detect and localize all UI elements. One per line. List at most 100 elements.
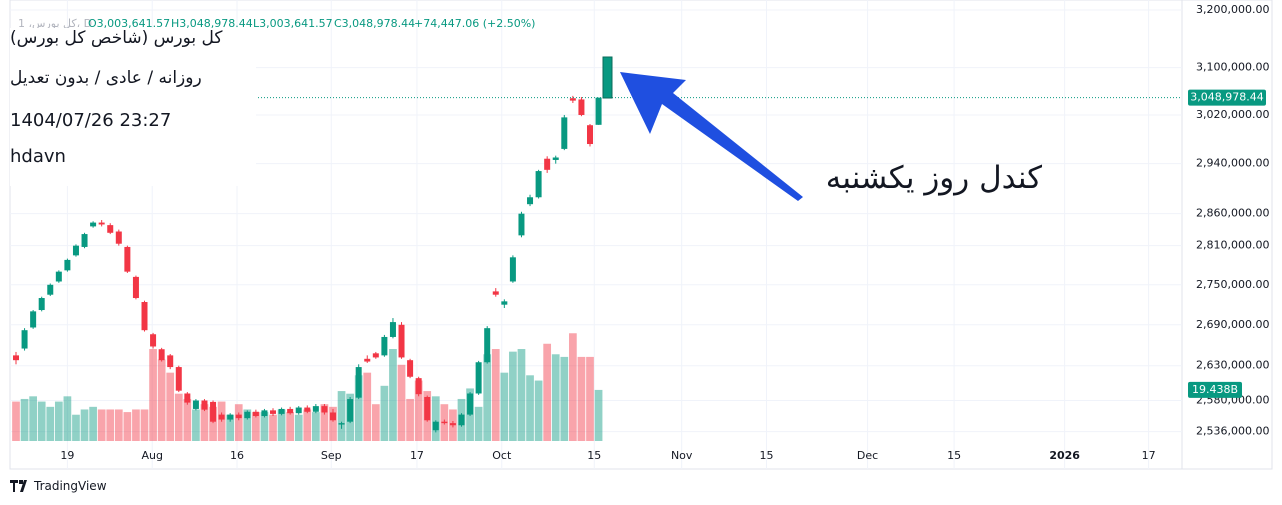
x-tick-label: 2026 xyxy=(1049,449,1080,462)
candle-body xyxy=(441,421,448,424)
candle-body xyxy=(210,401,217,422)
y-tick-label: 2,690,000.00 xyxy=(1196,318,1269,331)
candle-body xyxy=(518,213,525,236)
candle-body xyxy=(38,298,45,311)
candle-body xyxy=(501,301,508,305)
candle-body xyxy=(115,231,122,244)
y-tick-label: 2,630,000.00 xyxy=(1196,359,1269,372)
y-tick-label: 2,536,000.00 xyxy=(1196,425,1269,438)
candle-body xyxy=(12,355,19,361)
candle-body xyxy=(107,225,114,233)
brand-name: TradingView xyxy=(34,479,107,493)
price-label-box xyxy=(1188,89,1266,106)
candle-body xyxy=(287,408,294,414)
annotation: کندل روز یکشنبه xyxy=(825,160,1042,196)
candle-body xyxy=(578,99,585,115)
volume-bar xyxy=(474,406,483,441)
volume-bar xyxy=(166,372,175,441)
candle-body xyxy=(415,378,422,395)
volume-bar xyxy=(569,333,577,441)
volume-bar xyxy=(431,396,440,441)
x-tick-label: Aug xyxy=(141,449,162,462)
volume-bar xyxy=(491,349,500,441)
y-tick-label: 3,100,000.00 xyxy=(1196,61,1269,74)
ohlc-close: C3,048,978.44 xyxy=(334,17,415,30)
volume-bar xyxy=(260,412,269,441)
volume-bar xyxy=(97,409,106,441)
candle-body xyxy=(535,171,542,198)
volume-bar xyxy=(577,356,586,441)
volume-bar xyxy=(89,406,97,441)
volume-bar xyxy=(54,401,63,441)
candle-body xyxy=(544,158,551,170)
candle-body xyxy=(21,330,28,349)
volume-bar xyxy=(29,396,37,441)
candle-body xyxy=(30,311,37,328)
candle-body xyxy=(467,393,474,415)
y-tick-label: 2,940,000.00 xyxy=(1196,157,1269,170)
x-tick-label: 16 xyxy=(230,449,244,462)
candle-body xyxy=(167,355,174,368)
volume-bar xyxy=(329,406,337,441)
candle-body xyxy=(90,222,97,227)
volume-bar xyxy=(586,356,594,441)
candle-body xyxy=(509,257,516,282)
candle-body xyxy=(458,414,465,426)
candle-body xyxy=(227,414,234,420)
candle-body xyxy=(124,246,131,272)
volume-bar xyxy=(243,409,252,441)
candle-body xyxy=(192,400,199,409)
candle-body xyxy=(527,197,534,205)
volume-bar xyxy=(80,409,89,441)
x-tick-label: Oct xyxy=(492,449,512,462)
ohlc-change: +74,447.06 (+2.50%) xyxy=(414,17,535,30)
volume-bar xyxy=(149,349,157,441)
volume-bar xyxy=(414,380,423,441)
volume-bar xyxy=(380,385,389,441)
brand: TradingView xyxy=(10,479,107,493)
volume-bar xyxy=(354,375,363,441)
candle-body xyxy=(587,125,594,145)
y-tick-label: 3,020,000.00 xyxy=(1196,108,1269,121)
volume-bar xyxy=(20,398,29,441)
candle-body xyxy=(329,412,336,421)
price-label: 3,048,978.44 xyxy=(1190,91,1263,104)
volume-bar xyxy=(209,406,217,441)
x-tick-label: 15 xyxy=(759,449,773,462)
volume-bar xyxy=(543,343,552,441)
volume-bar xyxy=(526,375,534,441)
volume-bar xyxy=(123,412,132,441)
candle-body xyxy=(184,393,191,403)
volume-bar xyxy=(534,380,543,441)
x-tick-label: 19 xyxy=(60,449,74,462)
volume-bar xyxy=(192,409,200,441)
candle-body xyxy=(552,157,559,160)
volume-bar xyxy=(517,349,526,441)
candle-body xyxy=(389,322,396,337)
info-user: hdavn xyxy=(10,146,66,167)
volume-bar xyxy=(46,406,55,441)
candle-body xyxy=(252,411,259,417)
candle-body xyxy=(424,396,431,421)
drawn-candle xyxy=(602,56,613,99)
candle-body xyxy=(244,411,251,419)
y-tick-label: 2,810,000.00 xyxy=(1196,239,1269,252)
candle-body xyxy=(158,349,165,361)
volume-bar xyxy=(406,398,414,441)
candle-body xyxy=(484,328,491,363)
volume-label: 19.438B xyxy=(1192,383,1238,396)
candle-body xyxy=(569,98,576,101)
candle-body xyxy=(321,406,328,413)
volume-label-box xyxy=(1188,381,1242,398)
candle-body xyxy=(338,423,345,425)
y-tick-label: 2,860,000.00 xyxy=(1196,207,1269,220)
info-date: 1404/07/26 23:27 xyxy=(10,110,172,131)
volume-bar xyxy=(114,409,123,441)
volume-bar xyxy=(72,414,80,441)
volume-bar xyxy=(106,409,115,441)
candle-body xyxy=(432,421,439,431)
x-tick-label: Nov xyxy=(671,449,693,462)
candle-body xyxy=(381,336,388,356)
